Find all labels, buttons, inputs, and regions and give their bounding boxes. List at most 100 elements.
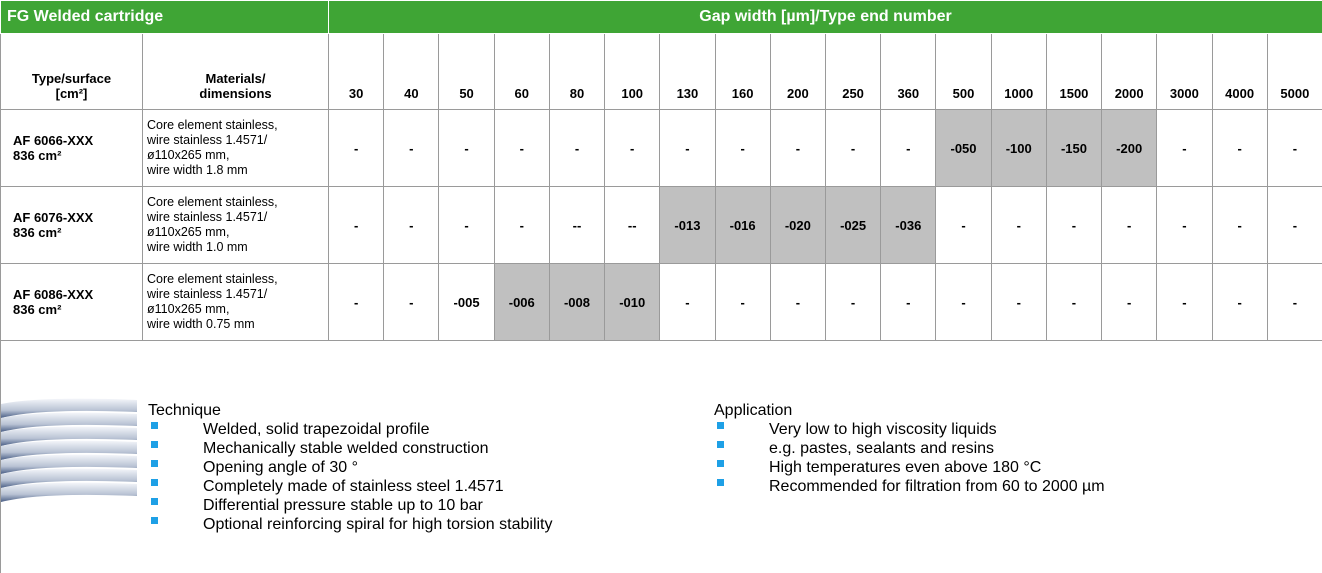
column-header: Type/surface[cm²] xyxy=(1,34,143,110)
type-number-cell: - xyxy=(494,110,549,187)
type-number-cell: - xyxy=(439,187,494,264)
material-line: wire stainless 1.4571/ xyxy=(147,133,267,147)
type-number-cell: - xyxy=(439,110,494,187)
material-line: wire width 1.0 mm xyxy=(147,240,248,254)
bullet-item: Mechanically stable welded construction xyxy=(148,439,553,458)
gap-header: 50 xyxy=(439,34,494,110)
type-number-cell: -020 xyxy=(770,187,825,264)
bullet-item: Welded, solid trapezoidal profile xyxy=(148,420,553,439)
bullet-item: Completely made of stainless steel 1.457… xyxy=(148,477,553,496)
type-number-cell: -008 xyxy=(549,264,604,341)
gap-header: 160 xyxy=(715,34,770,110)
gap-header: 130 xyxy=(660,34,715,110)
gap-title-cell: Gap width [µm]/Type end number xyxy=(329,1,1322,34)
gap-header: 60 xyxy=(494,34,549,110)
type-number-cell: - xyxy=(881,110,936,187)
title-cell: FG Welded cartridge xyxy=(1,1,329,34)
gap-header: 30 xyxy=(329,34,384,110)
type-number-cell: -- xyxy=(549,187,604,264)
column-header: Materials/dimensions xyxy=(143,34,329,110)
gap-header: 2000 xyxy=(1102,34,1157,110)
type-number-cell: -025 xyxy=(825,187,880,264)
gap-header: 250 xyxy=(825,34,880,110)
gap-header: 100 xyxy=(605,34,660,110)
type-number-cell: -005 xyxy=(439,264,494,341)
type-number-cell: - xyxy=(881,264,936,341)
material-line: ø110x265 mm, xyxy=(147,302,229,316)
gap-header: 4000 xyxy=(1212,34,1267,110)
header-line: dimensions xyxy=(199,86,271,101)
type-number-cell: - xyxy=(936,264,991,341)
type-number-cell: - xyxy=(1157,110,1212,187)
header-line: [cm²] xyxy=(56,86,88,101)
type-number-cell: - xyxy=(1212,110,1267,187)
type-number-cell: - xyxy=(384,110,439,187)
material-line: wire stainless 1.4571/ xyxy=(147,210,267,224)
type-number-cell: - xyxy=(549,110,604,187)
type-number-cell: -036 xyxy=(881,187,936,264)
materials-cell: Core element stainless,wire stainless 1.… xyxy=(143,110,329,187)
material-line: Core element stainless, xyxy=(147,195,278,209)
type-number-cell: - xyxy=(384,264,439,341)
material-line: wire width 1.8 mm xyxy=(147,163,248,177)
product-image xyxy=(1,398,137,508)
type-line: AF 6086-XXX xyxy=(13,287,93,302)
material-line: Core element stainless, xyxy=(147,272,278,286)
section-title: Technique xyxy=(148,401,553,420)
type-number-cell: - xyxy=(825,264,880,341)
materials-cell: Core element stainless,wire stainless 1.… xyxy=(143,187,329,264)
type-number-cell: - xyxy=(329,110,384,187)
material-line: ø110x265 mm, xyxy=(147,148,229,162)
type-number-cell: - xyxy=(494,187,549,264)
type-number-cell: -100 xyxy=(991,110,1046,187)
bullet-item: Recommended for filtration from 60 to 20… xyxy=(714,477,1105,496)
type-number-cell: -016 xyxy=(715,187,770,264)
type-number-cell: - xyxy=(715,110,770,187)
gap-header: 80 xyxy=(549,34,604,110)
type-number-cell: - xyxy=(1267,110,1322,187)
type-number-cell: - xyxy=(605,110,660,187)
type-number-cell: - xyxy=(1212,187,1267,264)
material-line: ø110x265 mm, xyxy=(147,225,229,239)
type-number-cell: - xyxy=(991,187,1046,264)
type-number-cell: -006 xyxy=(494,264,549,341)
type-number-cell: - xyxy=(1046,264,1101,341)
bullet-item: Very low to high viscosity liquids xyxy=(714,420,1105,439)
section-title: Application xyxy=(714,401,1105,420)
type-number-cell: - xyxy=(1102,264,1157,341)
type-number-cell: - xyxy=(329,187,384,264)
type-number-cell: -200 xyxy=(1102,110,1157,187)
type-line: 836 cm² xyxy=(13,148,61,163)
type-number-cell: - xyxy=(1267,187,1322,264)
header-line: Type/surface xyxy=(32,71,111,86)
type-number-cell: - xyxy=(384,187,439,264)
type-number-cell: - xyxy=(1157,264,1212,341)
material-line: Core element stainless, xyxy=(147,118,278,132)
gap-header: 500 xyxy=(936,34,991,110)
type-line: 836 cm² xyxy=(13,225,61,240)
wire-stripe xyxy=(1,483,137,502)
type-number-cell: - xyxy=(1046,187,1101,264)
gap-header: 5000 xyxy=(1267,34,1322,110)
type-number-cell: -013 xyxy=(660,187,715,264)
gap-header: 200 xyxy=(770,34,825,110)
type-number-cell: -050 xyxy=(936,110,991,187)
materials-cell: Core element stainless,wire stainless 1.… xyxy=(143,264,329,341)
bullet-item: Opening angle of 30 ° xyxy=(148,458,553,477)
material-line: wire width 0.75 mm xyxy=(147,317,255,331)
type-number-cell: - xyxy=(660,110,715,187)
type-number-cell: - xyxy=(715,264,770,341)
type-number-cell: - xyxy=(660,264,715,341)
bullet-item: Optional reinforcing spiral for high tor… xyxy=(148,515,553,534)
type-line: AF 6076-XXX xyxy=(13,210,93,225)
